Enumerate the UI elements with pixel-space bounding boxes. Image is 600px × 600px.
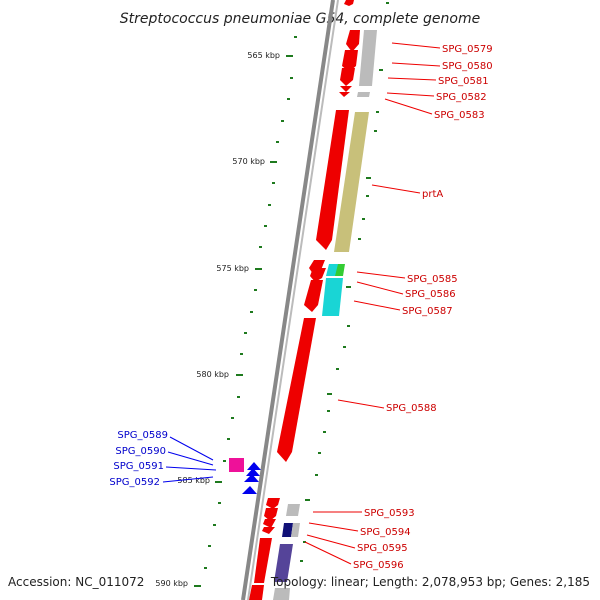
gene-label[interactable]: SPG_0581 <box>438 76 489 87</box>
gene-arrow[interactable] <box>263 519 276 528</box>
gene-arrow[interactable] <box>340 86 352 92</box>
tick-label: 585 kbp <box>177 476 210 485</box>
gene-arrow[interactable] <box>254 538 272 583</box>
gene-arrow[interactable] <box>344 0 354 6</box>
tick-label: 575 kbp <box>216 264 249 273</box>
navy-block[interactable] <box>282 523 293 537</box>
gene-arrow[interactable] <box>342 50 358 72</box>
genome-backbone <box>241 0 339 600</box>
rna-block[interactable] <box>357 92 370 97</box>
tick-label: 565 kbp <box>247 51 280 60</box>
gene-arrow[interactable] <box>262 527 275 534</box>
gene-arrow[interactable] <box>249 585 264 600</box>
rna-block[interactable] <box>273 588 290 600</box>
major-ticks <box>194 55 293 587</box>
gene-label[interactable]: SPG_0586 <box>405 289 456 300</box>
slate-block[interactable] <box>274 544 293 582</box>
rna-block[interactable] <box>286 504 300 516</box>
gene-arrow-reverse[interactable] <box>244 474 259 482</box>
magenta-block[interactable] <box>229 458 244 472</box>
gene-label[interactable]: SPG_0589 <box>117 430 168 441</box>
gene-label[interactable]: SPG_0591 <box>113 461 164 472</box>
label-leaders-reverse <box>162 436 217 483</box>
gene-label[interactable]: SPG_0595 <box>357 543 408 554</box>
tick-mark <box>270 161 277 163</box>
gene-label[interactable]: SPG_0596 <box>353 560 404 571</box>
gene-arrow-reverse[interactable] <box>247 462 261 470</box>
tick-mark <box>286 55 293 57</box>
outer-tick-track <box>300 2 389 562</box>
gene-arrow-reverse[interactable] <box>246 468 260 476</box>
prtA-block[interactable] <box>334 112 369 252</box>
gene-arrow[interactable] <box>339 92 350 97</box>
gene-label[interactable]: SPG_0583 <box>434 110 485 121</box>
rna-block[interactable] <box>291 523 300 537</box>
gene-label[interactable]: prtA <box>422 189 443 200</box>
feature-blocks <box>229 30 377 600</box>
gene-label[interactable]: SPG_0582 <box>436 92 487 103</box>
gene-arrow[interactable] <box>316 110 349 250</box>
gene-arrow[interactable] <box>304 280 323 312</box>
tick-label: 590 kbp <box>155 579 188 588</box>
label-leaders-forward <box>304 42 441 565</box>
cyan-block[interactable] <box>326 264 338 276</box>
rna-block[interactable] <box>359 30 377 86</box>
tick-mark <box>255 268 262 270</box>
gene-arrow[interactable] <box>346 30 360 52</box>
gene-label[interactable]: SPG_0585 <box>407 274 458 285</box>
gene-arrow-reverse[interactable] <box>242 486 257 494</box>
accession-text: Accession: NC_011072 <box>8 575 144 589</box>
tick-mark <box>194 585 201 587</box>
gene-label[interactable]: SPG_0587 <box>402 306 453 317</box>
gene-arrow[interactable] <box>340 68 355 86</box>
gene-labels-reverse: SPG_0589 SPG_0590 SPG_0591 SPG_0592 <box>109 430 168 488</box>
gene-arrow[interactable] <box>264 508 278 521</box>
gene-label[interactable]: SPG_0588 <box>386 403 437 414</box>
gene-label[interactable]: SPG_0594 <box>360 527 411 538</box>
gene-label[interactable]: SPG_0579 <box>442 44 493 55</box>
gene-labels-forward: SPG_0579 SPG_0580 SPG_0581 SPG_0582 SPG_… <box>353 44 493 571</box>
cyan-block[interactable] <box>322 278 343 316</box>
gene-arrow[interactable] <box>266 498 280 509</box>
gene-arrow[interactable] <box>310 268 326 282</box>
gene-label[interactable]: SPG_0593 <box>364 508 415 519</box>
reverse-strand-genes <box>242 462 261 494</box>
gene-label[interactable]: SPG_0592 <box>109 477 160 488</box>
tick-mark <box>215 481 222 483</box>
forward-strand-genes <box>249 0 360 600</box>
map-title: Streptococcus pneumoniae G54, complete g… <box>120 11 480 27</box>
tick-label: 570 kbp <box>232 157 265 166</box>
inner-tick-track <box>204 36 297 569</box>
gene-label[interactable]: SPG_0580 <box>442 61 493 72</box>
tick-mark <box>236 374 243 376</box>
topology-summary: Topology: linear; Length: 2,078,953 bp; … <box>270 575 590 589</box>
tick-label: 580 kbp <box>196 370 229 379</box>
gene-label[interactable]: SPG_0590 <box>115 446 166 457</box>
gene-arrow[interactable] <box>277 318 316 462</box>
